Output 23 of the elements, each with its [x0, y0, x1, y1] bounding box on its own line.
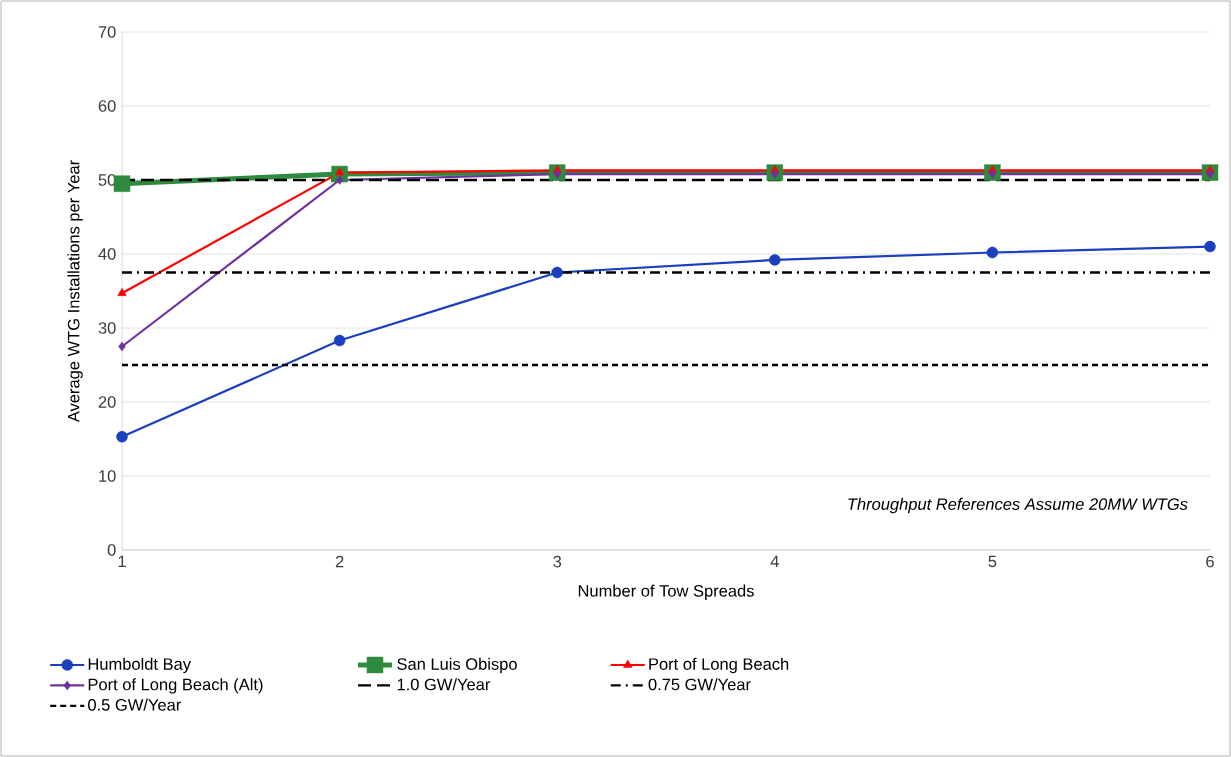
y-tick-label: 70 — [98, 26, 116, 38]
x-axis-title: Number of Tow Spreads — [578, 584, 754, 600]
x-tick-label: 2 — [335, 555, 344, 568]
y-tick-label: 10 — [99, 470, 116, 482]
annotation: Throughput References Assume 20MW WTGs — [848, 497, 1188, 514]
x-tick-label: 4 — [770, 555, 779, 568]
legend-label: 0.75 GW/Year — [648, 678, 751, 691]
legend-label: 1.0 GW/Year — [397, 678, 491, 691]
legend-label: San Luis Obispo — [397, 657, 517, 674]
y-tick-label: 0 — [107, 544, 116, 556]
x-tick-label: 6 — [1206, 555, 1214, 568]
y-tick-label: 30 — [98, 322, 116, 334]
y-axis-title: Average WTG Installations per Year — [67, 160, 83, 423]
y-tick-label: 60 — [98, 100, 116, 112]
legend-label: Port of Long Beach — [649, 657, 789, 674]
legend-label: 0.5 GW/Year — [88, 698, 182, 711]
y-tick-label: 20 — [98, 396, 116, 408]
x-tick-label: 5 — [988, 555, 997, 568]
x-tick-label: 3 — [553, 555, 562, 568]
x-tick-label: 1 — [118, 555, 126, 568]
y-tick-label: 40 — [98, 248, 116, 260]
legend-label: Port of Long Beach (Alt) — [88, 678, 263, 694]
legend-label: Humboldt Bay — [88, 657, 191, 674]
